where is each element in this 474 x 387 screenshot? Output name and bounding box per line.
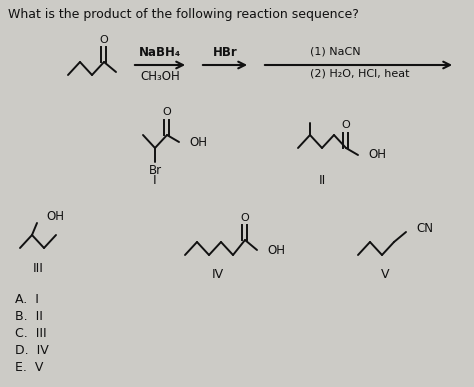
Text: OH: OH bbox=[368, 149, 386, 161]
Text: O: O bbox=[163, 107, 172, 117]
Text: OH: OH bbox=[267, 243, 285, 257]
Text: A.  I: A. I bbox=[15, 293, 39, 306]
Text: C.  III: C. III bbox=[15, 327, 46, 340]
Text: IV: IV bbox=[212, 269, 224, 281]
Text: II: II bbox=[319, 173, 326, 187]
Text: B.  II: B. II bbox=[15, 310, 43, 323]
Text: What is the product of the following reaction sequence?: What is the product of the following rea… bbox=[8, 8, 359, 21]
Text: Br: Br bbox=[148, 164, 162, 178]
Text: O: O bbox=[342, 120, 350, 130]
Text: O: O bbox=[241, 213, 249, 223]
Text: NaBH₄: NaBH₄ bbox=[139, 46, 181, 58]
Text: O: O bbox=[100, 35, 109, 45]
Text: OH: OH bbox=[46, 211, 64, 224]
Text: CH₃OH: CH₃OH bbox=[140, 70, 180, 82]
Text: (2) H₂O, HCl, heat: (2) H₂O, HCl, heat bbox=[310, 69, 410, 79]
Text: I: I bbox=[153, 173, 157, 187]
Text: E.  V: E. V bbox=[15, 361, 44, 374]
Text: D.  IV: D. IV bbox=[15, 344, 49, 357]
Text: III: III bbox=[33, 262, 44, 274]
Text: OH: OH bbox=[189, 135, 207, 149]
Text: (1) NaCN: (1) NaCN bbox=[310, 47, 361, 57]
Text: V: V bbox=[381, 269, 389, 281]
Text: HBr: HBr bbox=[213, 46, 237, 58]
Text: CN: CN bbox=[416, 221, 433, 235]
